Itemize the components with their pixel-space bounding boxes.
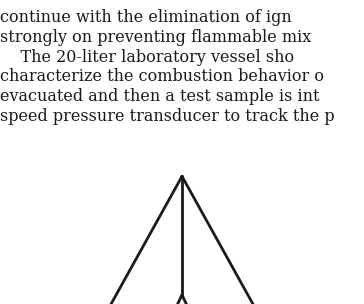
Text: characterize the combustion behavior o: characterize the combustion behavior o — [0, 68, 324, 85]
Text: speed pressure transducer to track the p: speed pressure transducer to track the p — [0, 108, 335, 125]
Text: strongly on preventing flammable mix: strongly on preventing flammable mix — [0, 29, 311, 46]
Text: The 20-liter laboratory vessel sho: The 20-liter laboratory vessel sho — [0, 49, 294, 66]
Text: evacuated and then a test sample is int: evacuated and then a test sample is int — [0, 88, 320, 105]
Text: continue with the elimination of ign: continue with the elimination of ign — [0, 9, 292, 26]
